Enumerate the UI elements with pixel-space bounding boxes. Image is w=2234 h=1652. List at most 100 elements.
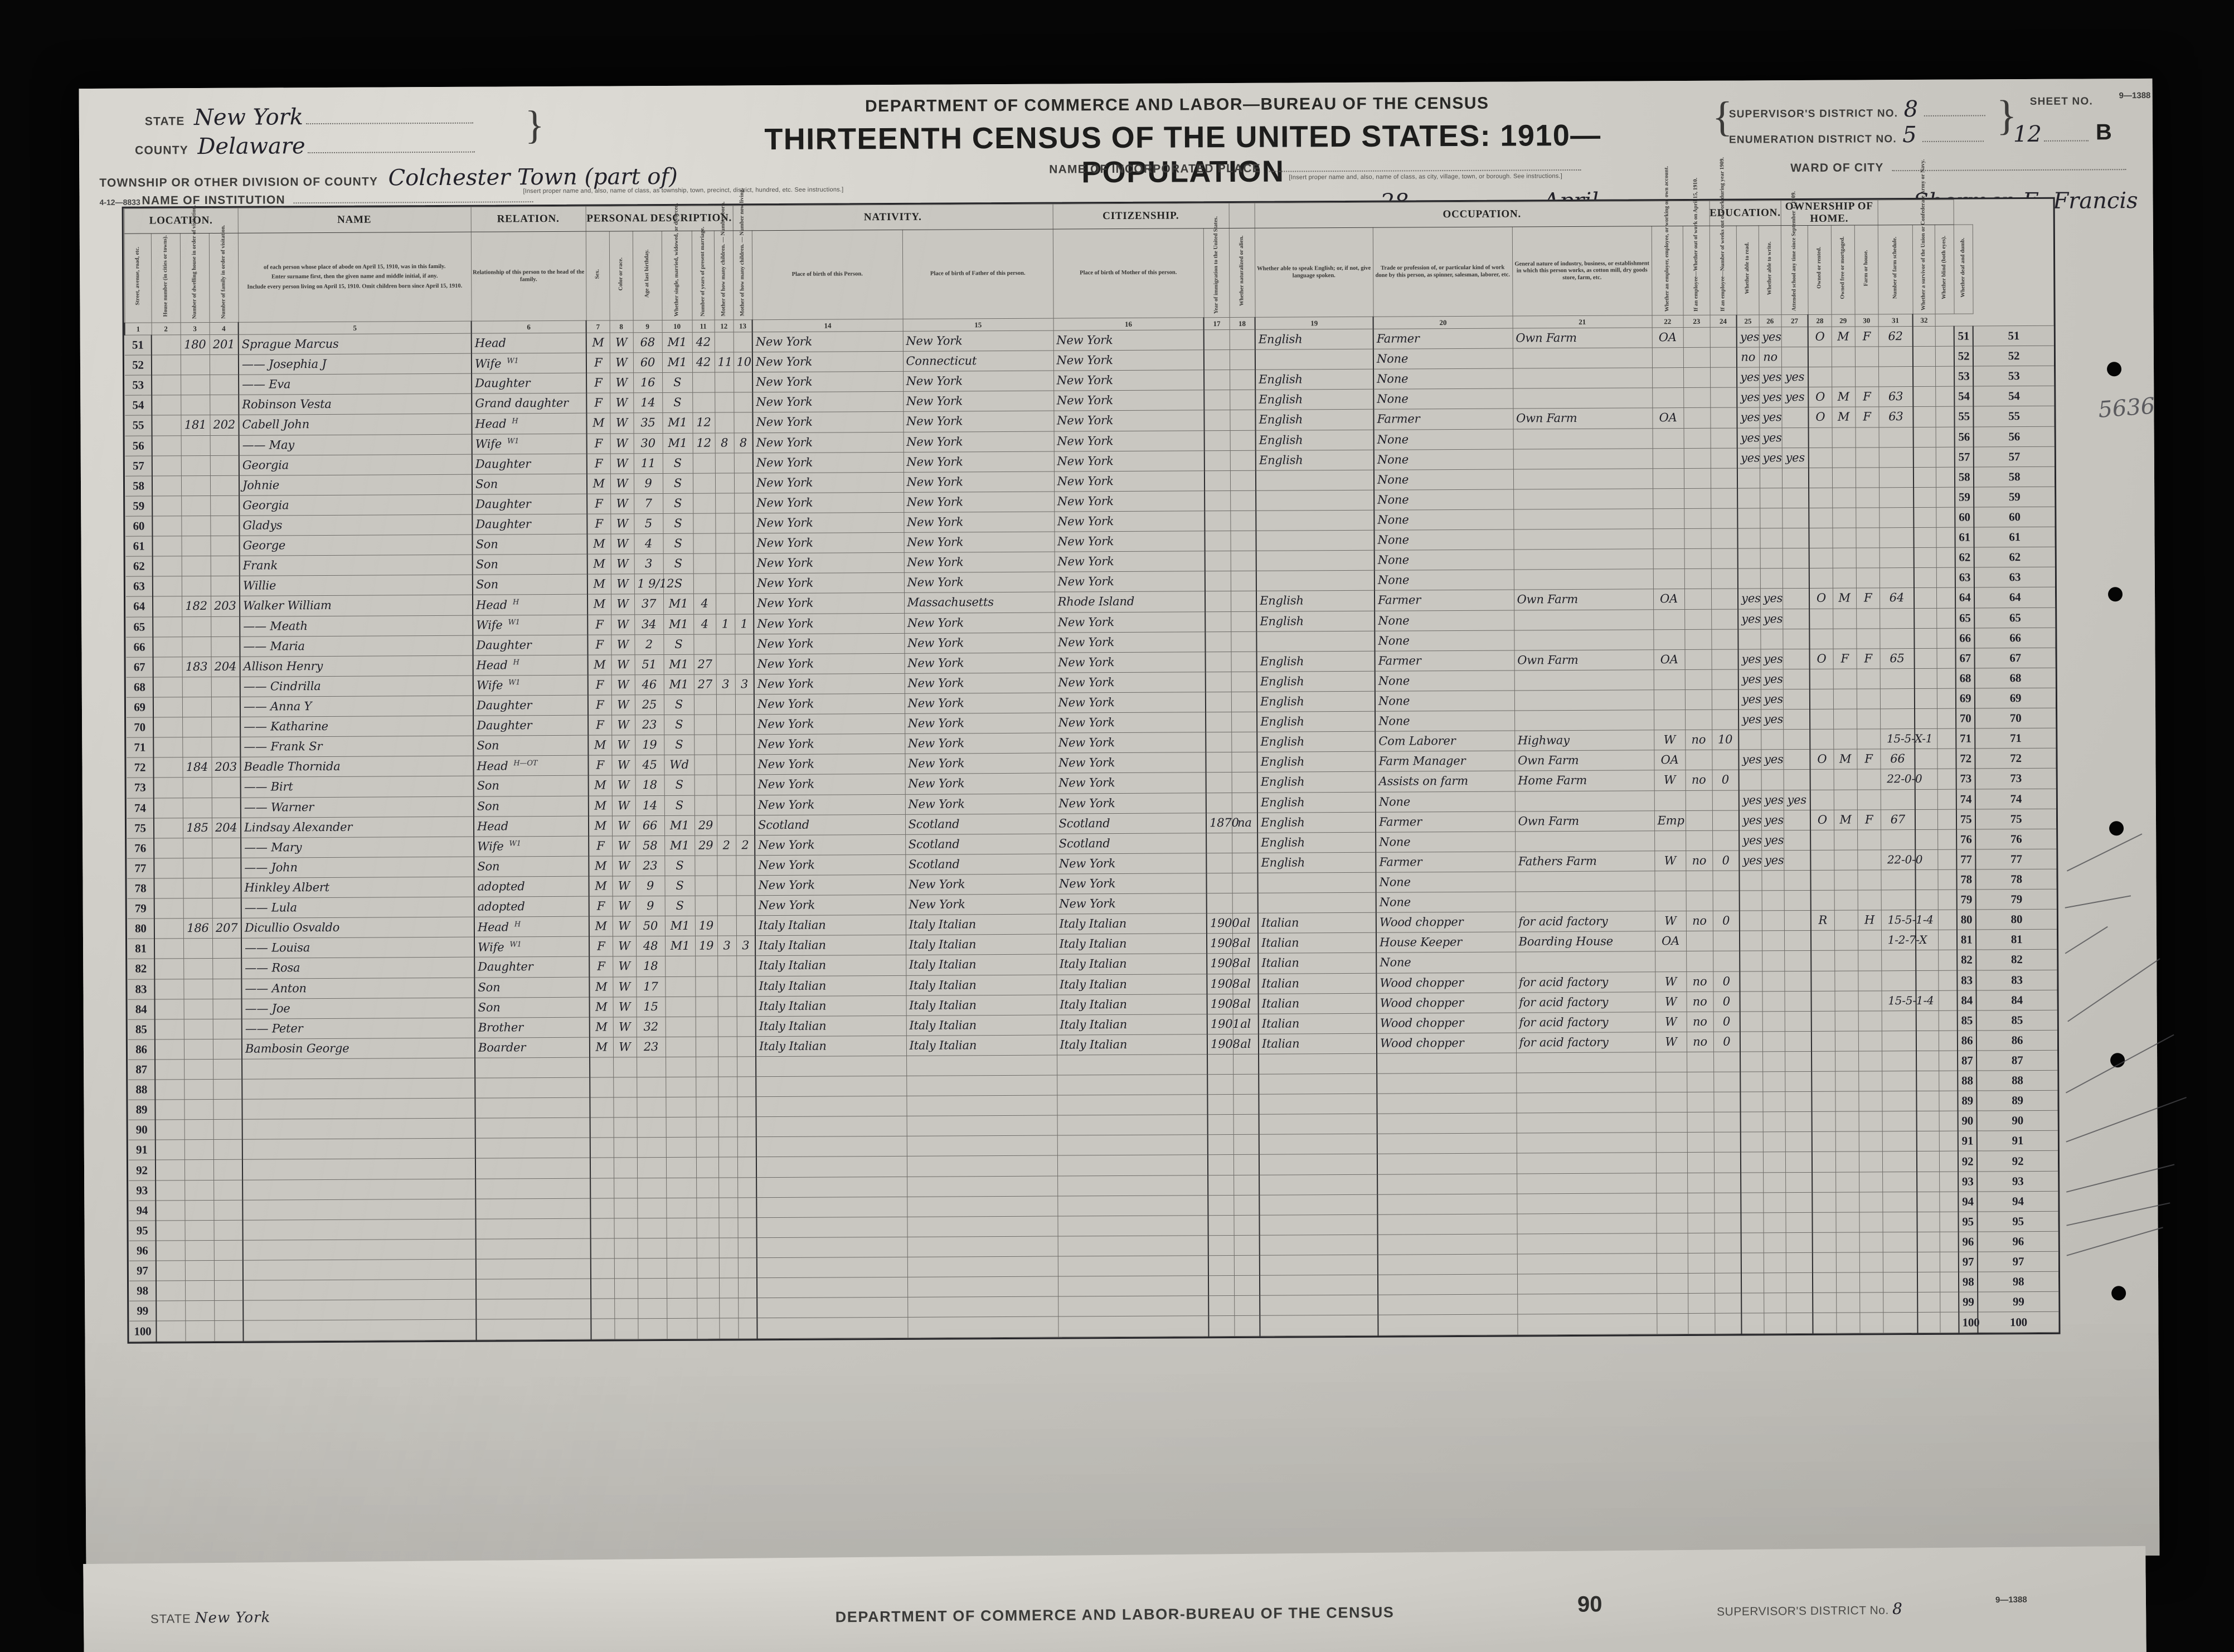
cell-weeks[interactable] [1712, 790, 1740, 810]
cell-born[interactable] [715, 412, 734, 433]
cell-occ[interactable]: None [1375, 711, 1515, 732]
cell-living[interactable] [737, 1096, 756, 1117]
cell-years[interactable] [693, 493, 716, 514]
cell-dwelling[interactable] [182, 797, 212, 818]
cell-write[interactable]: yes [1760, 669, 1783, 689]
cell-lang[interactable]: English [1257, 812, 1376, 833]
cell-relation[interactable]: adopted [474, 896, 589, 917]
cell-bp_father[interactable]: Italy Italian [906, 994, 1057, 1016]
cell-race[interactable]: W [611, 715, 635, 736]
cell-sched[interactable]: 1-2-7-X [1881, 930, 1927, 951]
cell-family[interactable] [210, 455, 239, 476]
cell-farm[interactable] [1855, 447, 1880, 468]
cell-family[interactable]: 207 [212, 918, 242, 939]
cell-write[interactable] [1763, 1252, 1786, 1274]
cell-occ[interactable]: None [1375, 670, 1514, 692]
cell-dwelling[interactable] [180, 354, 210, 375]
cell-bp_self[interactable]: New York [752, 351, 904, 372]
cell-house[interactable] [154, 1019, 184, 1039]
cell-living[interactable] [735, 775, 755, 795]
cell-emp[interactable]: W [1655, 1012, 1687, 1032]
cell-weeks[interactable]: 0 [1713, 971, 1740, 992]
cell-bp_father[interactable]: Scotland [905, 833, 1056, 855]
cell-school[interactable] [1784, 830, 1811, 851]
cell-house[interactable] [152, 375, 181, 396]
cell-weeks[interactable] [1714, 1192, 1741, 1213]
cell-age[interactable]: 46 [634, 674, 664, 695]
cell-bp_mother[interactable]: Italy Italian [1056, 974, 1207, 995]
cell-age[interactable]: 1 9/12 [634, 574, 674, 595]
cell-bp_self[interactable] [756, 1076, 907, 1097]
cell-blind[interactable] [1935, 406, 1955, 427]
cell-dwelling[interactable]: 183 [182, 657, 211, 677]
cell-lang[interactable] [1260, 1275, 1378, 1296]
cell-age[interactable]: 23 [635, 856, 665, 876]
cell-lang[interactable] [1260, 1295, 1378, 1316]
cell-relation[interactable]: Son [474, 856, 589, 877]
cell-farm[interactable] [1857, 789, 1881, 810]
cell-imm[interactable] [1205, 611, 1231, 632]
cell-emp[interactable] [1655, 1153, 1688, 1173]
cell-sched[interactable] [1882, 1212, 1917, 1232]
cell-sched[interactable] [1879, 467, 1914, 488]
cell-marital[interactable] [666, 1077, 696, 1097]
cell-union[interactable] [1915, 890, 1938, 910]
cell-marital[interactable]: M1 [664, 815, 695, 836]
cell-relation[interactable]: Daughter [472, 453, 587, 474]
cell-living[interactable] [735, 694, 755, 715]
cell-ind[interactable] [1516, 1153, 1657, 1174]
cell-write[interactable]: no [1759, 347, 1782, 368]
cell-family[interactable] [212, 837, 241, 858]
cell-family[interactable] [212, 958, 242, 979]
cell-blind[interactable] [1938, 970, 1958, 990]
cell-bp_father[interactable]: Italy Italian [906, 1034, 1057, 1056]
cell-race[interactable]: W [611, 694, 635, 716]
cell-mort[interactable] [1834, 950, 1858, 971]
cell-dwelling[interactable] [182, 697, 212, 717]
cell-bp_mother[interactable]: New York [1055, 772, 1206, 794]
cell-living[interactable] [736, 855, 755, 876]
cell-imm[interactable] [1206, 793, 1232, 813]
cell-own[interactable] [1809, 669, 1833, 689]
cell-name[interactable]: —— Meath [240, 615, 473, 636]
cell-blind[interactable] [1936, 648, 1956, 669]
cell-bp_mother[interactable] [1057, 1094, 1208, 1116]
cell-blind[interactable] [1939, 1131, 1959, 1151]
cell-sched[interactable] [1882, 1252, 1918, 1272]
cell-house[interactable] [154, 938, 184, 959]
cell-living[interactable] [737, 1056, 756, 1077]
cell-house[interactable] [152, 536, 182, 557]
cell-ind[interactable] [1517, 1294, 1657, 1315]
cell-relation[interactable]: Daughter [472, 494, 587, 515]
cell-bp_mother[interactable]: New York [1055, 611, 1206, 633]
cell-union[interactable] [1914, 628, 1937, 649]
cell-age[interactable] [637, 1097, 666, 1118]
cell-read[interactable] [1740, 1071, 1763, 1092]
cell-ind[interactable]: Fathers Farm [1515, 851, 1655, 872]
cell-living[interactable]: 2 [736, 835, 755, 856]
cell-house[interactable] [156, 1180, 185, 1201]
cell-own[interactable] [1809, 528, 1833, 548]
cell-house[interactable] [152, 455, 181, 476]
cell-oow[interactable] [1683, 367, 1711, 388]
cell-sched[interactable] [1880, 668, 1915, 689]
cell-sex[interactable]: F [586, 353, 610, 373]
cell-union[interactable] [1917, 1212, 1940, 1232]
cell-write[interactable] [1761, 770, 1784, 790]
cell-nat[interactable] [1231, 772, 1257, 793]
cell-living[interactable] [738, 1318, 757, 1339]
cell-lang[interactable]: English [1255, 449, 1374, 471]
cell-occ[interactable]: Wood chopper [1376, 912, 1516, 933]
cell-nat[interactable] [1230, 551, 1256, 571]
cell-age[interactable]: 9 [635, 876, 665, 896]
cell-farm[interactable]: F [1855, 407, 1879, 427]
cell-living[interactable] [735, 714, 755, 735]
cell-bp_mother[interactable]: New York [1055, 752, 1206, 774]
cell-weeks[interactable] [1713, 1132, 1741, 1153]
cell-bp_self[interactable]: New York [754, 733, 905, 755]
cell-living[interactable] [736, 875, 755, 896]
cell-sched[interactable]: 15-5-1-4 [1881, 910, 1934, 931]
cell-marital[interactable]: S [664, 896, 695, 916]
cell-age[interactable]: 11 [633, 453, 663, 474]
cell-relation[interactable] [475, 1117, 590, 1139]
